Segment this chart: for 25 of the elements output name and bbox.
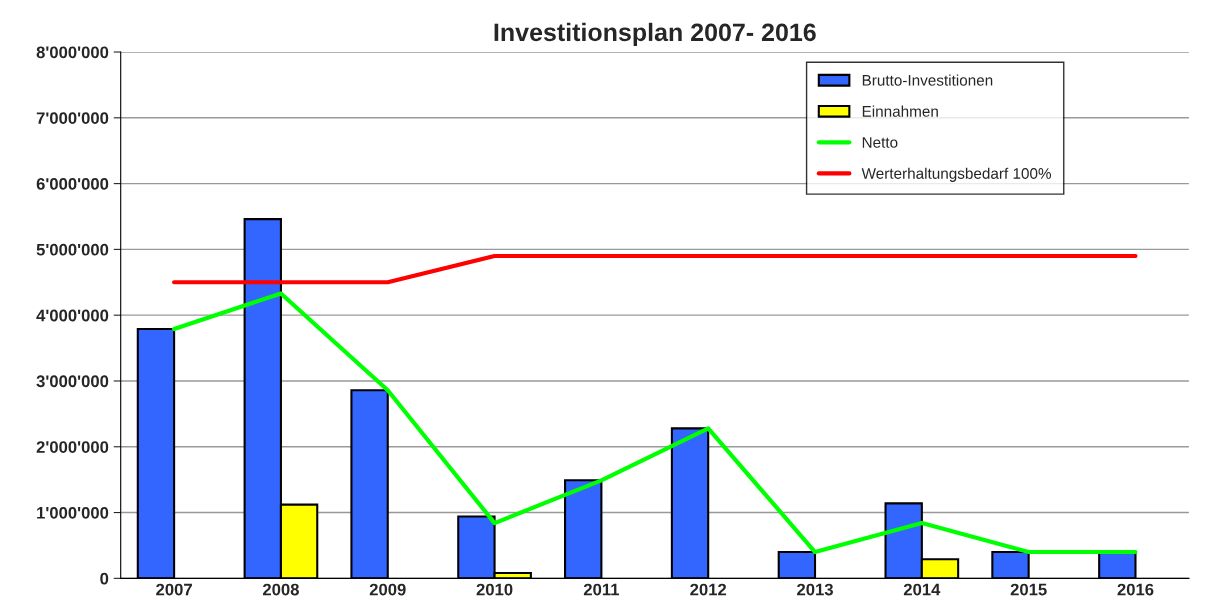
y-tick-label: 6'000'000 <box>36 178 109 190</box>
x-tick-label: 2012 <box>690 583 727 596</box>
y-tick-label: 5'000'000 <box>36 243 109 256</box>
x-tick-label: 2007 <box>156 583 192 596</box>
x-tick-label: 2015 <box>1010 583 1047 596</box>
y-tick-label: 2'000'000 <box>36 441 109 453</box>
y-tick-label: 8'000'000 <box>36 46 109 59</box>
legend-label: Einnahmen <box>862 105 938 117</box>
chart-title: Investitionsplan 2007- 2016 <box>494 22 816 47</box>
legend-label: Brutto-Investitionen <box>862 74 993 86</box>
x-tick-label: 2009 <box>369 583 406 596</box>
y-tick-label: 7'000'000 <box>36 112 109 125</box>
y-tick-label: 3'000'000 <box>36 375 109 388</box>
y-tick-label: 1'000'000 <box>37 506 109 519</box>
line-series <box>172 291 1138 555</box>
x-tick-label: 2011 <box>583 583 620 596</box>
y-tick-label: 0 <box>100 572 109 585</box>
x-tick-label: 2016 <box>1117 583 1154 596</box>
y-tick-label: 4'000'000 <box>36 309 109 322</box>
x-tick-label: 2010 <box>476 583 513 596</box>
legend-label: Netto <box>862 137 898 148</box>
legend-label: Werterhaltungsbedarf 100% <box>861 167 1051 182</box>
x-tick-label: 2013 <box>797 583 833 596</box>
x-tick-label: 2008 <box>262 583 299 596</box>
x-tick-label: 2014 <box>903 583 941 596</box>
